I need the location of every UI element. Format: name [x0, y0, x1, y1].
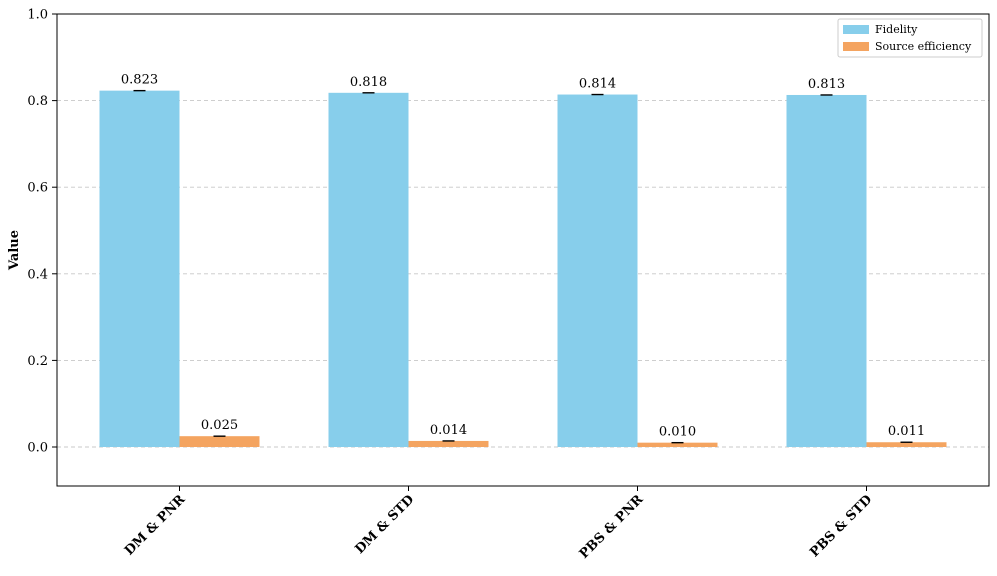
data-label: 0.813 [808, 77, 845, 92]
legend-swatch-source-efficiency [843, 42, 869, 51]
y-tick-label: 0.2 [27, 354, 48, 369]
data-label: 0.823 [121, 73, 158, 88]
y-axis-ticks: 0.0 0.2 0.4 0.6 0.8 1.0 [27, 8, 57, 456]
bar-fidelity [786, 94, 867, 447]
data-labels-group: 0.823 0.025 0.818 0.014 0.814 0.010 0.813 0.011 [121, 73, 925, 440]
legend-box [837, 18, 983, 58]
data-label: 0.818 [350, 75, 387, 90]
y-axis-label: Value [7, 230, 22, 271]
legend-label-source-efficiency: Source efficiency [875, 40, 972, 53]
data-label: 0.014 [430, 423, 467, 438]
plot-frame [56, 13, 990, 487]
x-tick-label: PBS & PNR [577, 492, 647, 562]
bar-fidelity [557, 94, 638, 448]
y-tick-label: 0.4 [27, 267, 48, 282]
error-bars-group [133, 89, 913, 444]
bars-group [99, 90, 947, 448]
x-axis-ticks: DM & PNR DM & STD PBS & PNR PBS & STD [122, 486, 875, 562]
legend-label-fidelity: Fidelity [875, 23, 918, 36]
bar-source-efficiency [637, 442, 718, 447]
x-tick-label: DM & STD [352, 492, 417, 557]
data-label: 0.025 [201, 418, 238, 433]
y-tick-label: 0.0 [27, 441, 48, 456]
legend-swatch-fidelity [843, 25, 869, 34]
data-label: 0.010 [659, 425, 696, 440]
y-tick-label: 1.0 [27, 8, 48, 23]
bar-fidelity [99, 90, 180, 448]
bar-source-efficiency [866, 442, 947, 447]
x-tick-label: PBS & STD [807, 492, 875, 560]
y-tick-label: 0.6 [27, 181, 48, 196]
x-tick-label: DM & PNR [122, 492, 189, 559]
bar-source-efficiency [408, 440, 489, 447]
bar-fidelity [328, 92, 409, 447]
legend: Fidelity Source efficiency [837, 18, 983, 58]
y-tick-label: 0.8 [27, 94, 48, 109]
data-label: 0.814 [579, 77, 616, 92]
bar-source-efficiency [179, 436, 260, 447]
data-label: 0.011 [888, 424, 925, 439]
